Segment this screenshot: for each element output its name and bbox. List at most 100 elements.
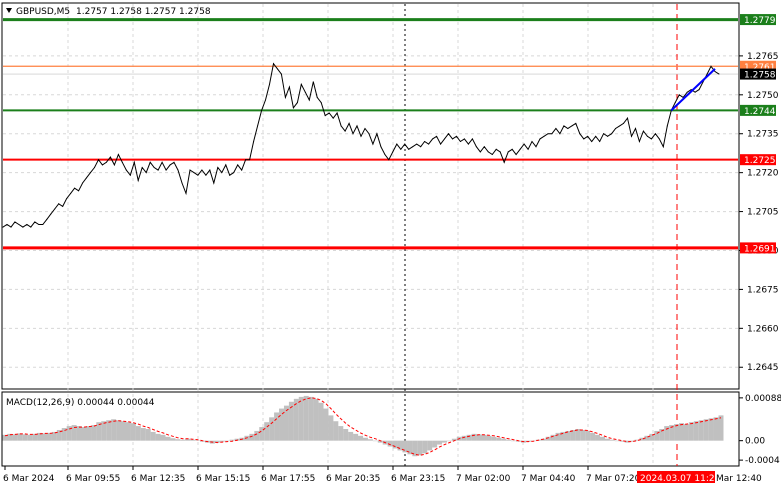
price-point	[14, 221, 16, 223]
trend-line[interactable]	[670, 68, 716, 112]
price-point	[34, 221, 36, 223]
time-marker-tag	[637, 471, 715, 483]
macd-bar	[402, 440, 408, 453]
macd-bar	[219, 440, 225, 442]
price-point	[519, 148, 521, 150]
macd-bar	[471, 433, 477, 441]
price-point	[567, 128, 569, 130]
price-point	[30, 226, 32, 228]
macd-bar	[565, 430, 571, 441]
macd-bar	[81, 427, 87, 441]
price-point	[93, 166, 95, 168]
macd-bar	[348, 431, 354, 441]
macd-bar	[353, 433, 359, 441]
time-axis-label: 6 Mar 17:55	[261, 474, 315, 484]
price-tick-label: 1.2720	[747, 169, 779, 179]
price-point	[714, 70, 716, 72]
macd-bar	[130, 423, 136, 441]
price-point	[539, 138, 541, 140]
macd-bar	[362, 437, 368, 441]
macd-bar	[659, 429, 665, 441]
price-point	[551, 133, 553, 135]
price-point	[491, 153, 493, 155]
price-point	[300, 83, 302, 85]
price-point	[42, 224, 44, 226]
macd-bar	[703, 419, 709, 441]
dropdown-triangle-icon[interactable]	[6, 8, 12, 13]
macd-bar	[501, 438, 507, 441]
price-point	[304, 91, 306, 93]
macd-bar	[170, 438, 176, 441]
price-tick-label: 1.2675	[747, 285, 779, 295]
level-price-tag	[740, 68, 776, 80]
macd-bar	[441, 440, 447, 443]
price-point	[38, 224, 40, 226]
macd-bar	[461, 435, 467, 441]
price-point	[642, 130, 644, 132]
macd-bar	[486, 435, 492, 441]
price-point	[404, 143, 406, 145]
price-point	[269, 83, 271, 85]
macd-bar	[308, 396, 314, 441]
price-point	[392, 151, 394, 153]
macd-bar	[2, 434, 8, 441]
price-point	[698, 89, 700, 91]
macd-bar	[511, 440, 517, 442]
price-point	[607, 135, 609, 137]
macd-bar	[22, 434, 28, 441]
macd-tick-label: -0.0004	[745, 456, 780, 466]
macd-bar	[249, 433, 255, 441]
price-point	[650, 138, 652, 140]
macd-bar	[195, 440, 201, 441]
macd-bar	[491, 436, 497, 441]
price-point	[487, 151, 489, 153]
price-point	[436, 135, 438, 137]
price-point	[117, 153, 119, 155]
macd-bar	[269, 417, 275, 441]
price-point	[129, 174, 131, 176]
time-axis-label: 6 Mar 15:15	[196, 474, 250, 484]
price-point	[221, 172, 223, 174]
price-point	[90, 172, 92, 174]
price-point	[225, 164, 227, 166]
price-point	[483, 146, 485, 148]
price-point	[181, 182, 183, 184]
time-marker-label: 2024.03.07 11:25	[640, 474, 720, 484]
macd-bar	[259, 427, 265, 441]
level-price-label: 1.2744	[744, 107, 776, 117]
price-point	[324, 115, 326, 117]
macd-bar	[481, 434, 487, 441]
macd-bar	[683, 424, 689, 441]
macd-layer	[2, 395, 724, 457]
price-tick-label: 1.2660	[747, 324, 779, 334]
price-point	[340, 125, 342, 127]
price-point	[424, 141, 426, 143]
price-point	[475, 146, 477, 148]
macd-bar	[323, 408, 329, 441]
price-point	[54, 208, 56, 210]
price-point	[634, 128, 636, 130]
price-point	[372, 143, 374, 145]
level-price-tag	[740, 14, 776, 26]
price-point	[78, 190, 80, 192]
price-point	[384, 153, 386, 155]
price-point	[22, 226, 24, 228]
macd-bar	[496, 437, 502, 441]
macd-bar	[506, 439, 512, 441]
macd-bar	[264, 422, 270, 441]
price-point	[547, 133, 549, 135]
price-point	[690, 89, 692, 91]
price-point	[265, 99, 267, 101]
price-tick-label: 1.2765	[747, 52, 779, 62]
macd-bar	[190, 439, 196, 441]
macd-bar	[609, 439, 615, 441]
price-point	[261, 109, 263, 111]
price-point	[686, 91, 688, 93]
price-point	[153, 166, 155, 168]
macd-bar	[175, 439, 181, 441]
price-tick-label: 1.2705	[747, 208, 779, 218]
price-point	[245, 159, 247, 161]
price-point	[400, 148, 402, 150]
price-point	[396, 143, 398, 145]
